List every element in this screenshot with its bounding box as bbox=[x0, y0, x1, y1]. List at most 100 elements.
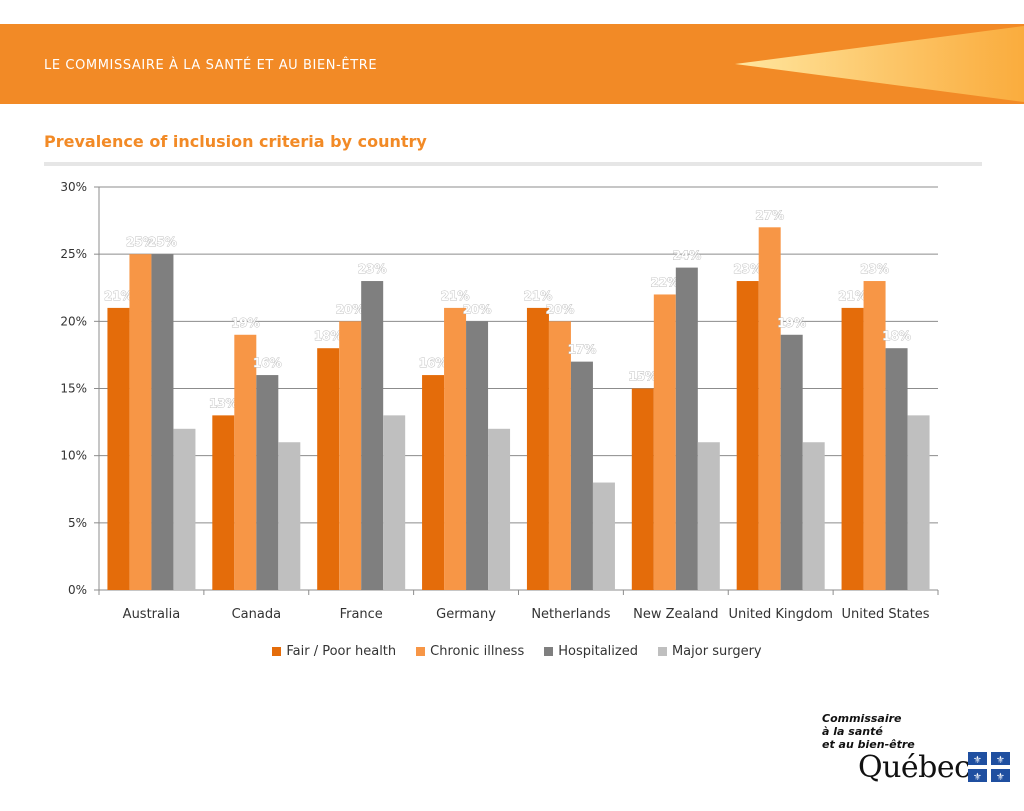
y-tick-label: 10% bbox=[60, 449, 87, 463]
legend-item-hospitalized: Hospitalized bbox=[544, 644, 638, 659]
bar bbox=[631, 388, 654, 590]
data-label: 21% bbox=[524, 289, 553, 303]
bar bbox=[653, 294, 676, 590]
bar bbox=[592, 482, 615, 590]
legend-swatch bbox=[272, 647, 282, 656]
bar bbox=[151, 254, 174, 590]
data-label: 18% bbox=[314, 329, 343, 343]
title-divider bbox=[44, 162, 982, 166]
x-tick-label: Canada bbox=[232, 607, 281, 622]
data-label: 19% bbox=[777, 316, 806, 330]
data-label: 16% bbox=[253, 356, 282, 370]
data-label: 24% bbox=[672, 249, 701, 263]
bar bbox=[173, 428, 196, 590]
commissaire-logo: Commissaire à la santé et au bien-être Q… bbox=[822, 712, 1012, 792]
page-title: Prevalence of inclusion criteria by coun… bbox=[44, 132, 427, 151]
bar bbox=[736, 281, 759, 590]
logo-line-2: à la santé bbox=[822, 725, 883, 738]
svg-text:⚜: ⚜ bbox=[973, 772, 982, 782]
legend-label: Major surgery bbox=[671, 644, 762, 659]
legend-item-major-surgery: Major surgery bbox=[657, 644, 762, 659]
bar bbox=[548, 321, 571, 590]
y-tick-label: 30% bbox=[60, 180, 87, 194]
bar bbox=[863, 281, 886, 590]
data-label: 23% bbox=[860, 262, 889, 276]
legend-label: Chronic illness bbox=[430, 644, 525, 659]
legend-item-fair-poor-health: Fair / Poor health bbox=[272, 644, 396, 659]
bar bbox=[444, 307, 467, 590]
data-label: 20% bbox=[336, 302, 365, 316]
data-label: 25% bbox=[126, 235, 155, 249]
bar bbox=[488, 428, 511, 590]
data-label: 17% bbox=[568, 343, 597, 357]
quebec-wordmark: Québec bbox=[858, 750, 971, 785]
banner-title: LE COMMISSAIRE À LA SANTÉ ET AU BIEN-ÊTR… bbox=[44, 58, 378, 73]
data-label: 25% bbox=[148, 235, 177, 249]
data-label: 13% bbox=[209, 396, 238, 410]
data-label: 21% bbox=[838, 289, 867, 303]
data-label: 15% bbox=[628, 370, 657, 384]
legend-swatch bbox=[544, 647, 554, 656]
legend-label: Fair / Poor health bbox=[286, 644, 397, 659]
bar bbox=[339, 321, 362, 590]
x-tick-label: United States bbox=[842, 607, 930, 622]
y-tick-label: 0% bbox=[68, 583, 87, 597]
legend-swatch bbox=[657, 647, 667, 656]
bar bbox=[570, 361, 593, 590]
y-tick-label: 25% bbox=[60, 247, 87, 261]
x-tick-label: Germany bbox=[436, 607, 496, 622]
bar bbox=[317, 348, 340, 590]
data-label: 18% bbox=[882, 329, 911, 343]
lighthouse-beam-icon bbox=[735, 26, 1024, 102]
data-label: 21% bbox=[441, 289, 470, 303]
bar bbox=[256, 375, 279, 590]
bar bbox=[234, 334, 257, 590]
svg-text:⚜: ⚜ bbox=[996, 755, 1005, 766]
svg-text:⚜: ⚜ bbox=[996, 772, 1005, 782]
data-label: 20% bbox=[463, 302, 492, 316]
svg-text:⚜: ⚜ bbox=[973, 755, 982, 766]
bar bbox=[129, 254, 152, 590]
data-label: 23% bbox=[358, 262, 387, 276]
header-banner: LE COMMISSAIRE À LA SANTÉ ET AU BIEN-ÊTR… bbox=[0, 24, 1024, 104]
legend-swatch bbox=[416, 647, 426, 656]
legend-item-chronic-illness: Chronic illness bbox=[416, 644, 524, 659]
bar bbox=[675, 267, 698, 590]
bar bbox=[780, 334, 803, 590]
legend-label: Hospitalized bbox=[558, 644, 638, 659]
x-tick-label: Australia bbox=[123, 607, 181, 622]
bar bbox=[526, 307, 549, 590]
data-label: 20% bbox=[546, 302, 575, 316]
y-tick-label: 15% bbox=[60, 382, 87, 396]
x-tick-label: United Kingdom bbox=[729, 607, 833, 622]
data-label: 19% bbox=[231, 316, 260, 330]
data-label: 16% bbox=[419, 356, 448, 370]
data-label: 21% bbox=[104, 289, 133, 303]
bar bbox=[907, 415, 930, 590]
logo-line-3: et au bien-être bbox=[822, 738, 915, 751]
x-tick-label: Netherlands bbox=[531, 607, 610, 622]
bar bbox=[885, 348, 908, 590]
x-tick-label: France bbox=[340, 607, 383, 622]
bar bbox=[422, 375, 445, 590]
bar bbox=[697, 442, 720, 590]
logo-line-1: Commissaire bbox=[822, 712, 902, 725]
y-tick-label: 20% bbox=[60, 314, 87, 328]
bar bbox=[802, 442, 825, 590]
quebec-flag-icon: ⚜ ⚜ ⚜ ⚜ bbox=[968, 752, 1010, 782]
bar bbox=[212, 415, 235, 590]
bar-chart: 0%5%10%15%20%25%30%Australia21%25%25%Can… bbox=[60, 180, 939, 622]
bar bbox=[278, 442, 301, 590]
bar bbox=[466, 321, 489, 590]
chart-legend: Fair / Poor health Chronic illness Hospi… bbox=[0, 644, 1024, 659]
bar bbox=[758, 227, 781, 591]
bar bbox=[107, 307, 130, 590]
bar bbox=[361, 281, 384, 590]
bar bbox=[383, 415, 406, 590]
bar bbox=[841, 307, 864, 590]
data-label: 27% bbox=[755, 208, 784, 222]
data-label: 23% bbox=[733, 262, 762, 276]
data-label: 22% bbox=[650, 275, 679, 289]
x-tick-label: New Zealand bbox=[633, 607, 718, 622]
y-tick-label: 5% bbox=[68, 516, 87, 530]
